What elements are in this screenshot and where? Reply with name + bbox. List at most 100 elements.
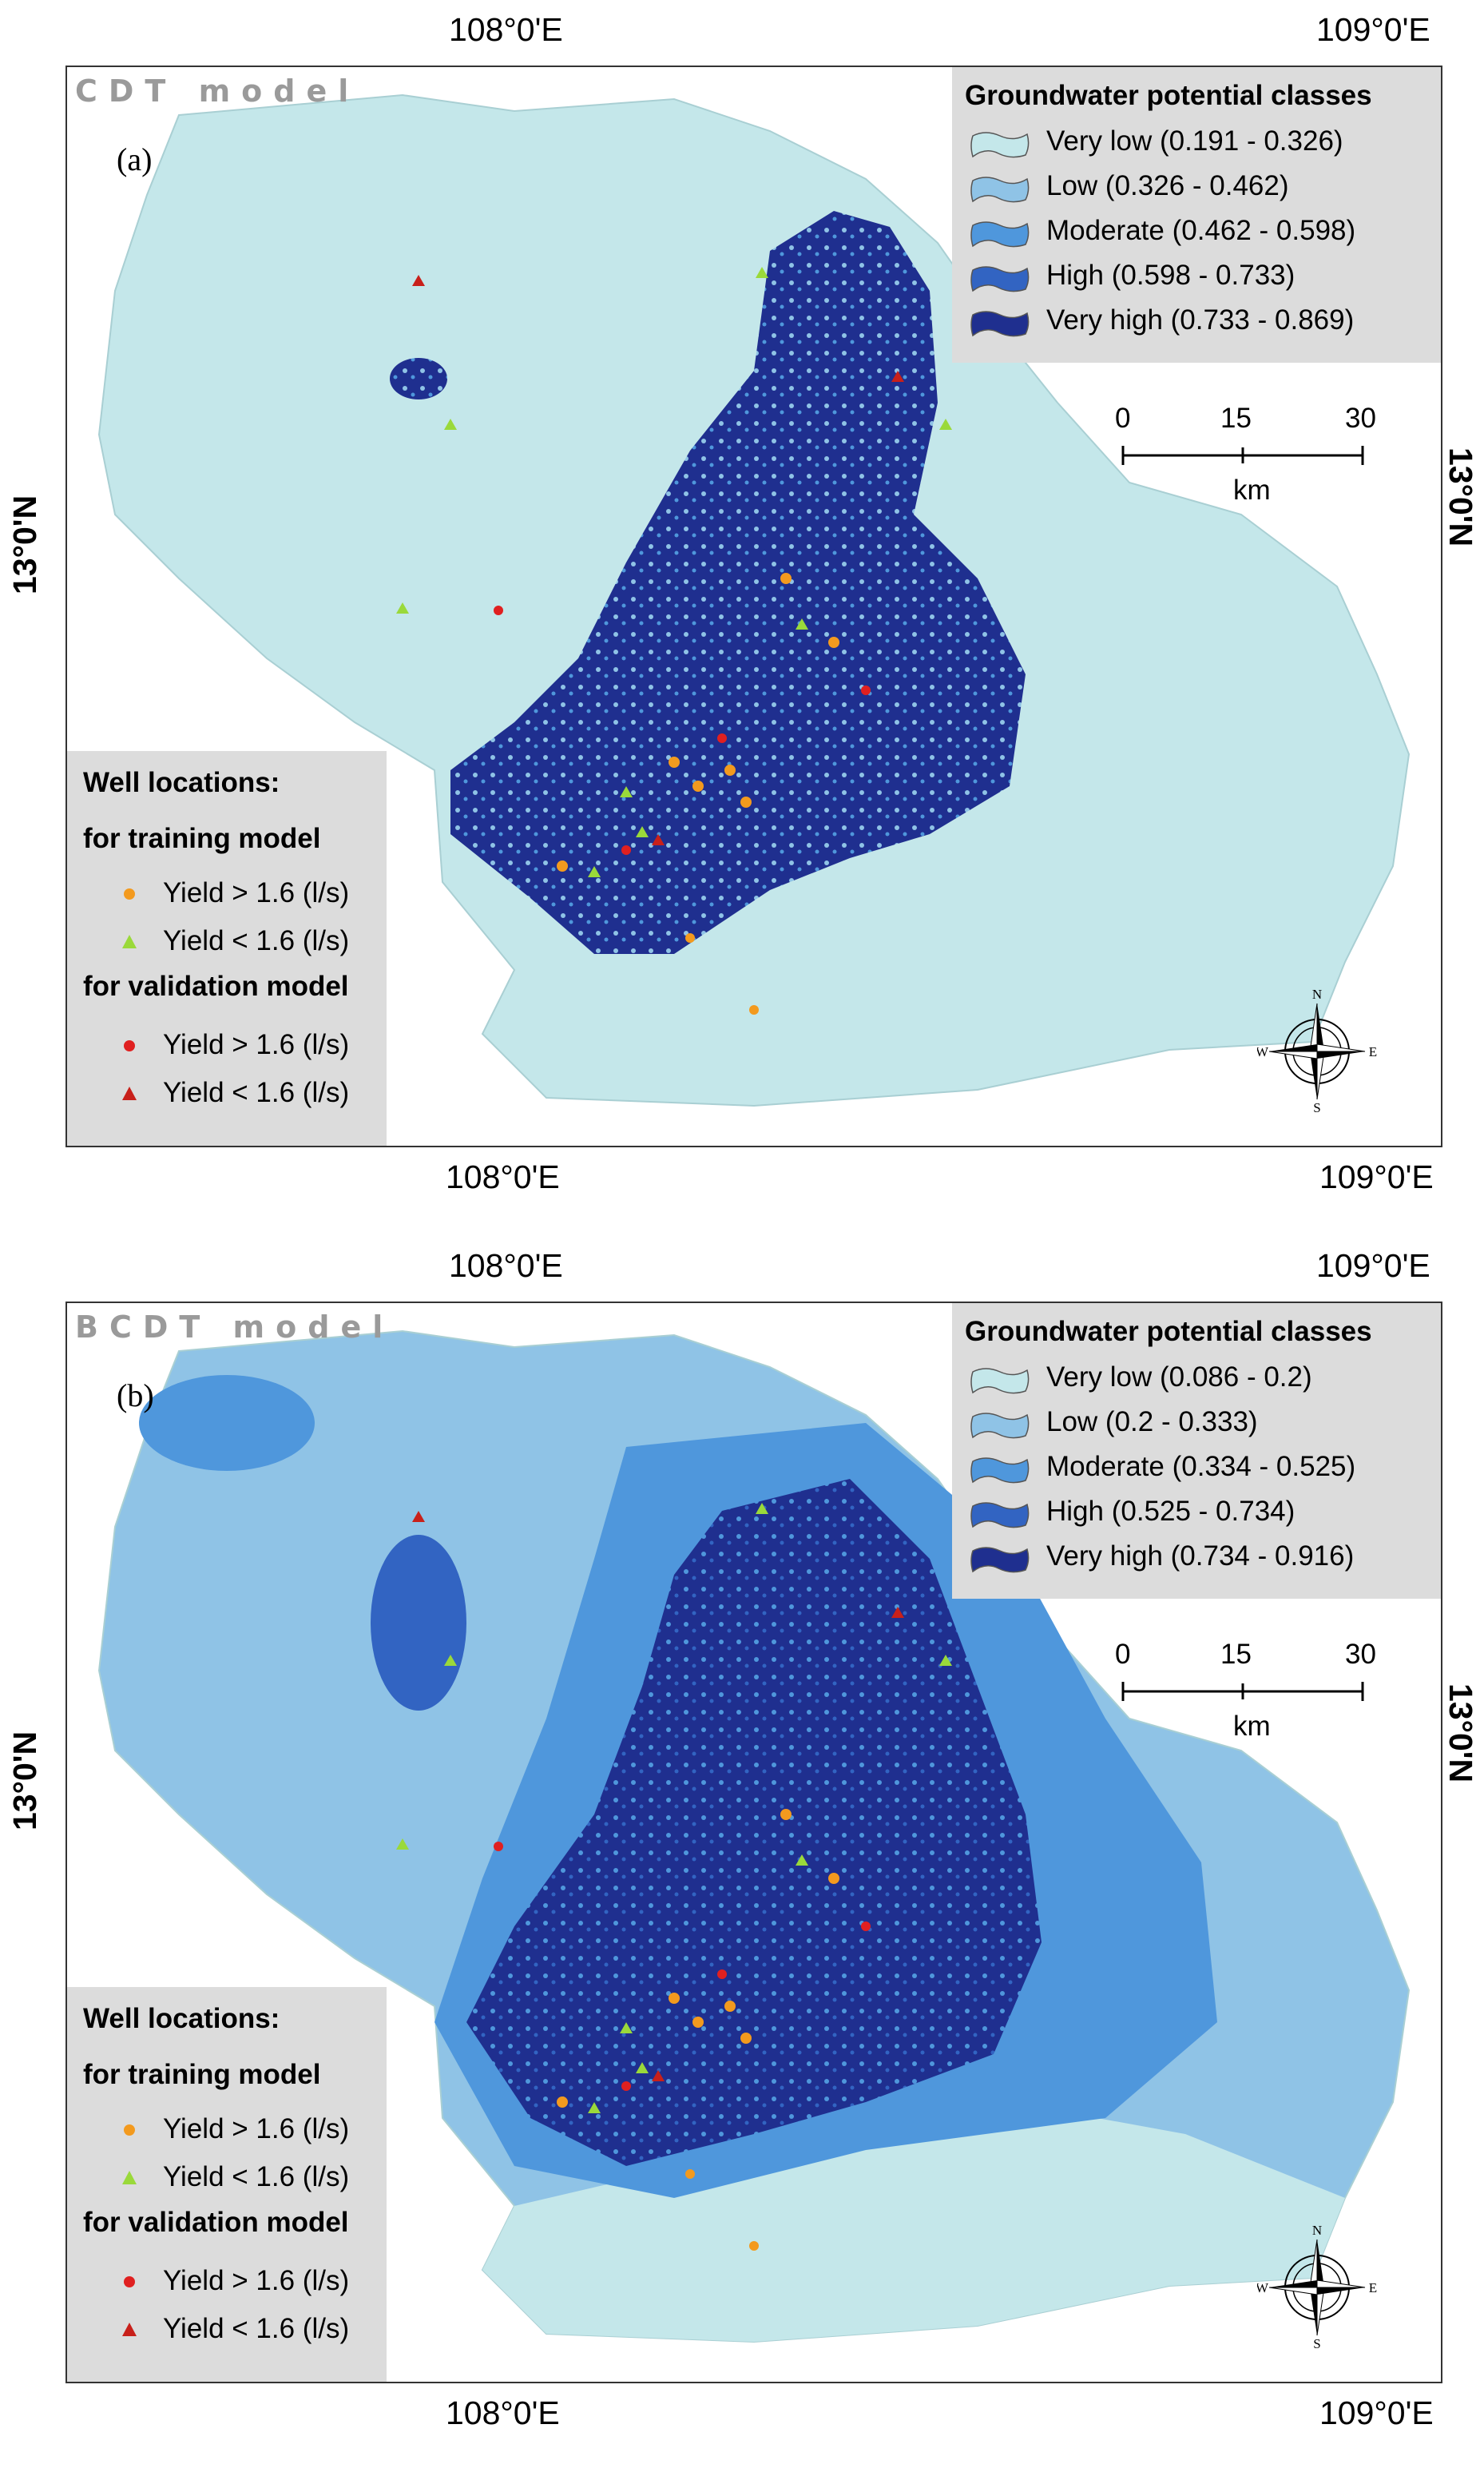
groundwater-legend: Groundwater potential classes Very low (… — [952, 1303, 1441, 1599]
legend-item-label: Very high (0.733 - 0.869) — [1046, 304, 1355, 336]
legend-item: Yield < 1.6 (l/s) — [115, 923, 387, 963]
well-validation-low — [652, 2070, 665, 2081]
scale-tick-label: 0 — [1115, 403, 1131, 434]
legend-item-label: Yield < 1.6 (l/s) — [163, 925, 350, 956]
legend-item-label: Yield > 1.6 (l/s) — [163, 2265, 350, 2296]
class-swatch-icon — [970, 311, 1030, 337]
panel-label: (a) — [117, 141, 153, 177]
moderate-patch-northwest — [139, 1375, 315, 1471]
well-validation-high — [494, 1842, 503, 1851]
legend-item-label: Very low (0.086 - 0.2) — [1046, 1361, 1312, 1393]
legend-item: Very high (0.733 - 0.869) — [970, 302, 1433, 342]
compass-n: N — [1312, 987, 1322, 1002]
well-training-high — [749, 2241, 759, 2251]
well-training-high — [669, 757, 680, 768]
compass-rose-icon: N S W E — [1257, 2223, 1377, 2350]
well-training-high — [557, 860, 568, 872]
map-frame: CDT model (a) Groundwater potential clas… — [65, 66, 1442, 1147]
legend-item-label: Low (0.2 - 0.333) — [1046, 1406, 1258, 1437]
small-high-patch — [390, 358, 447, 399]
legend-item: Very low (0.086 - 0.2) — [970, 1359, 1433, 1399]
well-training-low — [588, 2102, 601, 2113]
legend-item-label: Very low (0.191 - 0.326) — [1046, 125, 1343, 157]
well-validation-low — [412, 275, 425, 286]
lat-label-right: 13°0'N — [1442, 1683, 1479, 1783]
legend-item-label: Low (0.326 - 0.462) — [1046, 170, 1289, 201]
well-training-high — [685, 933, 695, 943]
legend-title: Groundwater potential classes — [965, 1316, 1372, 1347]
class-swatch-icon — [970, 266, 1030, 292]
legend-item-label: High (0.598 - 0.733) — [1046, 260, 1296, 291]
class-swatch-icon — [970, 1457, 1030, 1484]
legend-item: Yield > 1.6 (l/s) — [115, 1027, 387, 1067]
well-training-low — [396, 602, 409, 614]
legend-item: Yield > 1.6 (l/s) — [115, 2263, 387, 2303]
map-canvas — [97, 1329, 1411, 2343]
class-swatch-icon — [970, 132, 1030, 158]
legend-item: Very high (0.734 - 0.916) — [970, 1538, 1433, 1578]
compass-n: N — [1312, 2223, 1322, 2238]
legend-item: Low (0.2 - 0.333) — [970, 1404, 1433, 1444]
legend-item-label: Moderate (0.334 - 0.525) — [1046, 1451, 1356, 1482]
well-validation-high — [717, 733, 727, 743]
panel-label: (b) — [117, 1377, 154, 1413]
legend-item: Low (0.326 - 0.462) — [970, 168, 1433, 208]
lon-label-bottom-right: 109°0'E — [1319, 1159, 1434, 1195]
legend-item: High (0.525 - 0.734) — [970, 1493, 1433, 1533]
well-training-low — [756, 1503, 768, 1514]
legend-item-label: Yield < 1.6 (l/s) — [163, 2313, 350, 2344]
well-training-low — [444, 1655, 457, 1666]
wells-legend-title: Well locations: — [83, 2003, 280, 2034]
legend-item: Yield < 1.6 (l/s) — [115, 2311, 387, 2351]
legend-item-label: Yield > 1.6 (l/s) — [163, 877, 350, 908]
scale-bar: 0 15 30 km — [1115, 1639, 1387, 1759]
well-training-low — [796, 1854, 808, 1866]
red-triangle-icon — [122, 1087, 137, 1100]
legend-item: Very low (0.191 - 0.326) — [970, 123, 1433, 163]
high-patch-west — [371, 1535, 466, 1711]
lon-label-bottom-left: 108°0'E — [446, 2395, 560, 2431]
wells-legend: Well locations: for training model Yield… — [67, 751, 387, 1146]
map-panel-a: 108°0'E 109°0'E 13°0'N 13°0'N 108°0'E 10… — [6, 11, 1479, 1195]
model-title: BCDT model — [75, 1310, 395, 1345]
well-training-high — [780, 573, 792, 584]
lon-label-top-right: 109°0'E — [1316, 11, 1430, 48]
well-training-high — [740, 2033, 752, 2044]
class-swatch-icon — [970, 221, 1030, 248]
class-swatch-icon — [970, 1502, 1030, 1528]
lon-label-top-left: 108°0'E — [449, 11, 563, 48]
orange-circle-icon — [124, 2124, 135, 2136]
lat-label-right: 13°0'N — [1442, 447, 1479, 547]
red-triangle-icon — [122, 2323, 137, 2336]
well-training-high — [724, 765, 736, 776]
well-training-low — [444, 419, 457, 430]
legend-item-label: Yield < 1.6 (l/s) — [163, 1077, 350, 1108]
validation-heading: for validation model — [83, 2207, 349, 2238]
well-markers — [396, 267, 952, 1015]
well-training-high — [828, 1873, 839, 1884]
well-validation-high — [861, 686, 871, 695]
scale-tick-label: 15 — [1220, 403, 1252, 434]
compass-w: W — [1257, 1044, 1269, 1059]
well-training-high — [557, 2096, 568, 2108]
groundwater-legend: Groundwater potential classes Very low (… — [952, 67, 1441, 363]
orange-circle-icon — [124, 888, 135, 900]
scale-tick-label: 15 — [1220, 1639, 1252, 1670]
legend-item: Yield > 1.6 (l/s) — [115, 2111, 387, 2151]
red-circle-icon — [124, 2276, 135, 2287]
legend-item: Moderate (0.334 - 0.525) — [970, 1449, 1433, 1488]
lat-label-left: 13°0'N — [6, 495, 43, 594]
lon-label-top-right: 109°0'E — [1316, 1247, 1430, 1284]
map-frame: BCDT model (b) Groundwater potential cla… — [65, 1302, 1442, 2383]
lon-label-bottom-right: 109°0'E — [1319, 2395, 1434, 2431]
wells-legend-title: Well locations: — [83, 767, 280, 798]
legend-item-label: Yield > 1.6 (l/s) — [163, 2113, 350, 2144]
scale-tick-label: 0 — [1115, 1639, 1131, 1670]
legend-title: Groundwater potential classes — [965, 80, 1372, 111]
lat-label-left: 13°0'N — [6, 1731, 43, 1830]
green-triangle-icon — [122, 935, 137, 948]
well-training-high — [724, 2001, 736, 2012]
well-validation-low — [891, 1607, 904, 1618]
class-swatch-icon — [970, 1368, 1030, 1394]
map-canvas — [97, 93, 1411, 1107]
